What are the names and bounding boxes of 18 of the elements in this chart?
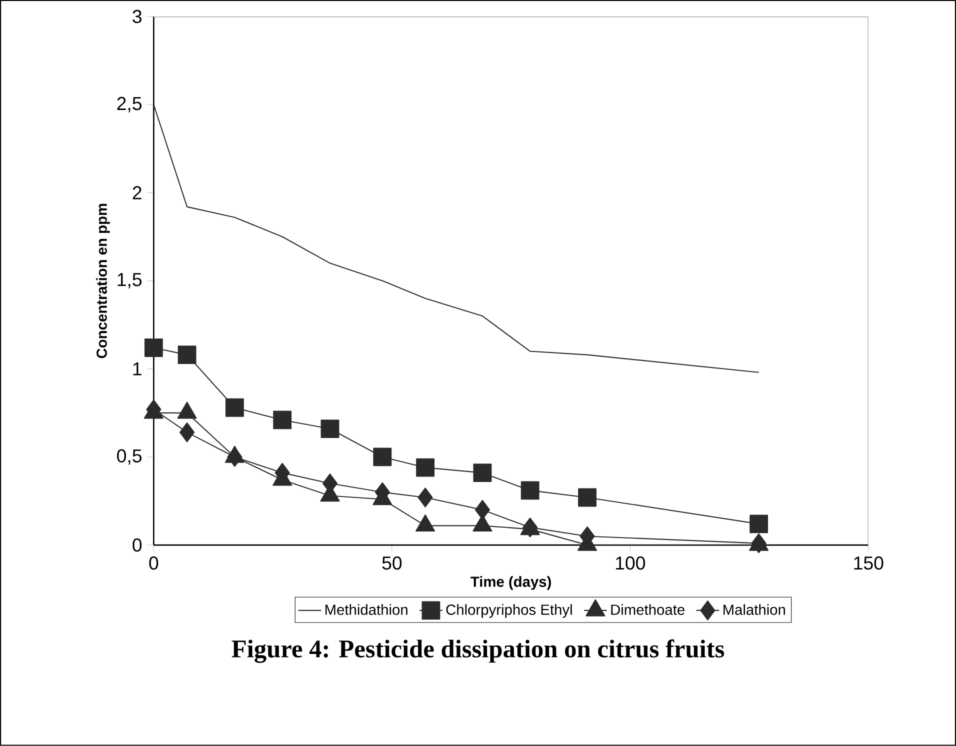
y-tick-label: 1,5 [118, 273, 142, 289]
y-tick-label: 2,5 [117, 97, 142, 112]
text: Figure 4: Pesticide dissipation on citrus fruits [232, 640, 724, 663]
x-tick-label: 150 [854, 556, 884, 570]
x-tick-label: 0 [149, 556, 158, 570]
x-axis-title: Time (days) [470, 576, 551, 590]
y-axis-title: Concentration en ppm [96, 204, 110, 358]
legend-label: Dimethoate [611, 604, 684, 616]
y-tick-label: 1 [133, 362, 142, 376]
y-tick-label: 0,5 [117, 449, 142, 465]
legend-label: Chlorpyriphos Ethyl [446, 604, 572, 618]
y-tick-label: 3 [132, 10, 142, 24]
legend-label: Methidathion [326, 604, 408, 616]
y-tick-label: 2 [132, 186, 142, 200]
x-tick-label: 100 [616, 556, 646, 570]
x-tick-label: 50 [382, 556, 402, 570]
legend-label: Malathion [724, 604, 785, 616]
y-tick-label: 0 [132, 538, 142, 552]
